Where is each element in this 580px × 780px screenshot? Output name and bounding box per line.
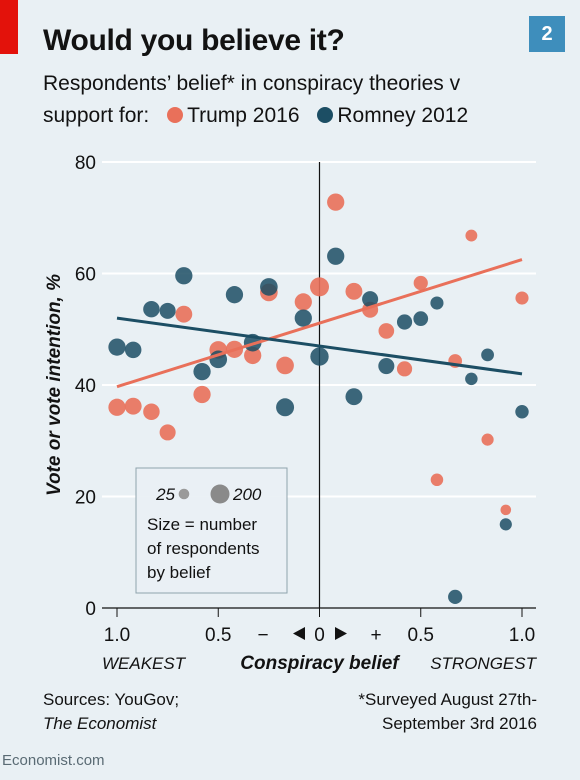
romney-point	[124, 341, 142, 359]
romney-point	[362, 291, 379, 308]
size-legend-text-2: of respondents	[147, 539, 259, 558]
chart-subtitle: Respondents’ belief* in conspiracy theor…	[43, 68, 548, 132]
trump-point	[310, 277, 329, 297]
romney-point	[225, 286, 244, 304]
subtitle-line-2: support for: Trump 2016 Romney 2012	[43, 100, 548, 132]
romney-point	[175, 267, 193, 285]
trump-point	[294, 293, 312, 311]
subtitle-prefix: support for:	[43, 104, 150, 127]
trump-point	[276, 356, 294, 375]
credit: Economist.com	[2, 752, 105, 769]
x-tick-label: 0	[314, 625, 325, 646]
trump-point	[481, 433, 494, 446]
legend-label-trump: Trump 2016	[187, 104, 300, 127]
right-arrow-icon	[335, 627, 347, 640]
y-tick-label: 40	[75, 376, 96, 397]
x-tick-label: 0.5	[408, 625, 434, 646]
trump-point	[413, 275, 428, 291]
trump-point	[515, 291, 529, 305]
legend-dot-trump	[167, 107, 184, 123]
romney-point	[260, 278, 278, 296]
trump-point	[193, 385, 211, 404]
legend-dot-romney	[317, 107, 334, 123]
romney-point	[276, 398, 295, 417]
romney-point	[499, 518, 512, 531]
size-legend-large-label: 200	[232, 485, 262, 504]
trump-point	[327, 193, 345, 211]
romney-trendline	[116, 316, 523, 376]
romney-point	[413, 311, 429, 327]
footnote-line-1: *Surveyed August 27th-	[358, 690, 537, 709]
trump-point	[244, 346, 262, 365]
romney-point	[345, 388, 363, 406]
y-tick-label: 0	[85, 599, 96, 620]
romney-point	[396, 314, 413, 330]
trump-point	[465, 229, 478, 242]
romney-point	[327, 247, 345, 265]
romney-point	[481, 348, 494, 362]
y-tick-label: 20	[75, 488, 96, 509]
romney-point	[515, 405, 529, 419]
y-tick-label: 60	[75, 265, 96, 286]
trump-point	[378, 323, 395, 339]
trump-point	[124, 397, 142, 415]
trump-point	[175, 305, 193, 323]
x-end-label-weakest: WEAKEST	[102, 654, 187, 673]
trump-point	[500, 504, 512, 516]
x-tick-label: 0.5	[205, 625, 231, 646]
trump-point	[159, 424, 176, 441]
x-end-label-strongest: STRONGEST	[430, 654, 537, 673]
size-legend-text-1: Size = number	[147, 515, 257, 534]
x-axis-title: Conspiracy belief	[240, 653, 400, 674]
chart-title: Would you believe it?	[43, 24, 345, 57]
sources-line-1: Sources: YouGov;	[43, 690, 180, 709]
x-tick-label: 1.0	[509, 625, 535, 646]
trump-point	[108, 398, 126, 416]
trump-trendline	[116, 258, 523, 389]
footnote-line-2: September 3rd 2016	[382, 714, 537, 733]
size-legend-text-3: by belief	[147, 563, 211, 582]
y-tick-label: 80	[75, 153, 96, 174]
subtitle-line-1: Respondents’ belief* in conspiracy theor…	[43, 72, 461, 95]
romney-point	[143, 300, 160, 318]
sources-line-2: The Economist	[43, 714, 157, 733]
romney-point	[430, 296, 444, 310]
x-tick-label: −	[257, 625, 268, 646]
trump-point	[430, 473, 444, 487]
size-legend-small-dot	[178, 488, 190, 500]
y-axis-title: Vote or vote intention, %	[44, 274, 65, 496]
romney-point	[378, 358, 395, 375]
x-tick-label: 1.0	[104, 625, 130, 646]
sources: Sources: YouGov; The Economist	[43, 688, 179, 736]
romney-point	[310, 347, 329, 366]
romney-point	[465, 372, 478, 386]
size-legend-box	[135, 467, 288, 594]
romney-point	[294, 309, 312, 327]
trump-point	[396, 361, 413, 377]
legend-label-romney: Romney 2012	[337, 104, 469, 127]
romney-point	[108, 338, 126, 356]
size-legend-small-label: 25	[155, 485, 175, 504]
footnote: *Surveyed August 27th- September 3rd 201…	[358, 688, 537, 736]
chart-number-badge: 2	[529, 16, 565, 52]
trump-point	[345, 282, 363, 300]
size-legend-large-dot	[210, 484, 230, 504]
romney-point	[448, 589, 463, 604]
left-arrow-icon	[293, 627, 305, 640]
economist-red-tag	[0, 0, 18, 54]
trump-point	[143, 403, 160, 421]
x-tick-label: +	[370, 625, 381, 646]
romney-point	[159, 302, 176, 319]
romney-point	[193, 362, 211, 381]
